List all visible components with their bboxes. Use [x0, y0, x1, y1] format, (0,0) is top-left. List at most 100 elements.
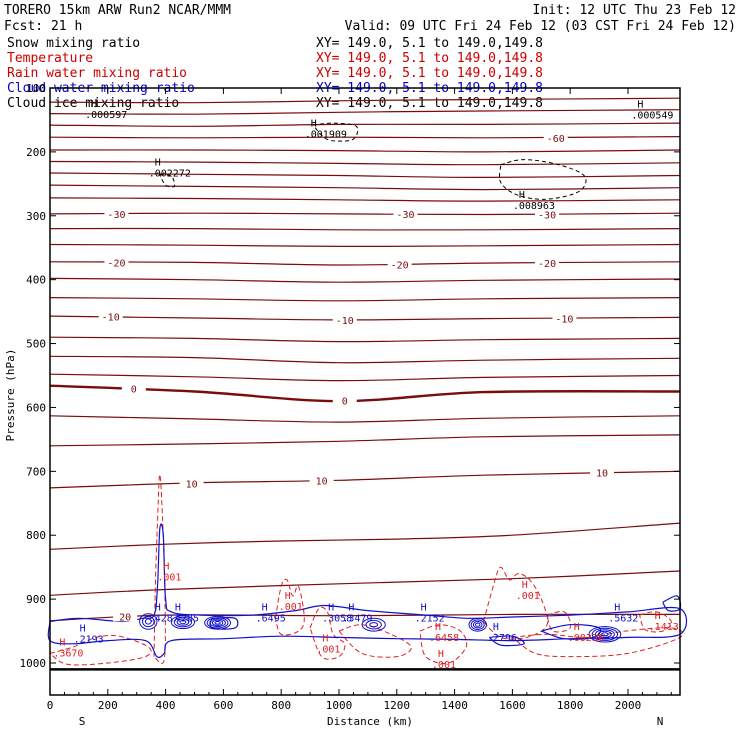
maximum-marker: H [155, 158, 161, 169]
maximum-marker: H [91, 99, 97, 110]
x-tick-label: 1600 [499, 699, 526, 712]
cloud-core-contour [598, 630, 612, 638]
cloud-core-contour [204, 615, 232, 630]
cloud-core-contour [588, 626, 622, 643]
maximum-marker: H [59, 637, 65, 648]
y-tick-label: 1000 [20, 657, 47, 670]
legend-field-range: XY= 149.0, 5.1 to 149.0,149.8 [316, 36, 543, 51]
isotherm-line [49, 570, 681, 596]
y-tick-label: 300 [26, 210, 46, 223]
maximum-value-label: .3479 [342, 613, 372, 624]
isotherm-label: 10 [596, 469, 608, 480]
rain-contour [274, 578, 305, 636]
isotherm-line [49, 297, 681, 302]
isotherm-line [49, 184, 681, 191]
isotherm-label-bg [535, 207, 560, 220]
isotherm-line [49, 315, 681, 321]
isotherm-label: -20 [107, 258, 125, 269]
x-tick-label: 200 [98, 699, 118, 712]
isotherm-line [49, 373, 681, 382]
isotherm-line [49, 97, 681, 104]
rain-contour [512, 627, 684, 658]
maximum-value-label: .5632 [608, 613, 638, 624]
isotherm-line [49, 470, 681, 489]
cloud-core-contour [170, 615, 195, 629]
maximum-marker: H [574, 622, 580, 633]
maximum-marker: H [421, 602, 427, 613]
x-tick-label: 2000 [615, 699, 642, 712]
rain-contour [639, 611, 672, 633]
maximum-value-label: .3670 [53, 648, 83, 659]
cloud-contour [209, 616, 239, 630]
isotherm-line [49, 415, 681, 423]
maximum-marker: H [614, 602, 620, 613]
x-endpoint-left: S [79, 715, 86, 728]
isotherm-label: -30 [396, 210, 414, 221]
maximum-value-label: .2796 [487, 633, 517, 644]
maximum-marker: H [438, 649, 444, 660]
y-tick-label: 100 [26, 82, 46, 95]
maximum-marker: H [522, 580, 528, 591]
isotherm-label: -10 [336, 316, 354, 327]
cloud-core-contour [475, 622, 481, 627]
y-tick-label: 600 [26, 401, 46, 414]
maximum-value-label: .4285 [169, 613, 199, 624]
cloud-core-contour [206, 617, 229, 629]
isotherm-label-bg [104, 206, 129, 219]
cloud-core-contour [361, 617, 386, 632]
maximum-value-label: .001 [432, 660, 456, 671]
maximum-value-label: .001 [316, 645, 340, 656]
isotherm-label-bg [98, 309, 123, 322]
maximum-value-label: .002272 [149, 169, 191, 180]
rain-contour [419, 624, 468, 664]
maximum-value-label: .08236 [568, 633, 604, 644]
cloud-core-contour [214, 621, 221, 625]
y-axis-title: Pressure (hPa) [4, 349, 17, 442]
cloud-core-contour [173, 616, 193, 628]
isotherm-line [49, 434, 681, 447]
model-title: TORERO 15km ARW Run2 NCAR/MMM [4, 3, 231, 18]
maximum-marker: H [262, 602, 268, 613]
cloud-core-contour [591, 627, 619, 641]
isotherm-line [49, 243, 681, 248]
maximum-value-label: .001 [279, 602, 303, 613]
isotherm-line [49, 522, 681, 550]
isotherm-label-bg [121, 381, 146, 394]
isotherm-label-bg [589, 465, 614, 478]
maximum-marker: H [637, 99, 643, 110]
contour-labels: -60 -30 -30 -30 -20 -20 -20 -10 -10 -10 0 0 10 10 10 20… [53, 99, 678, 671]
isotherm-label-bg [543, 130, 568, 143]
cloud-core-contour [144, 618, 152, 625]
x-endpoint-right: N [657, 715, 664, 728]
isotherm-label: -30 [107, 210, 125, 221]
legend-field-name: Rain water mixing ratio [7, 66, 187, 81]
cloud-core-contour [176, 618, 190, 626]
cloud-core-contour [139, 613, 158, 630]
x-tick-label: 0 [47, 699, 54, 712]
x-tick-label: 400 [156, 699, 176, 712]
cloud-water-contours [47, 523, 688, 658]
x-tick-label: 800 [271, 699, 291, 712]
rain-contour [153, 473, 166, 664]
x-tick-label: 600 [213, 699, 233, 712]
cloud-core-contour [209, 618, 226, 628]
maximum-value-label: .000549 [631, 110, 673, 121]
legend-field-range: XY= 149.0, 5.1 to 149.0,149.8 [316, 51, 543, 66]
isotherm-label-bg [387, 257, 412, 270]
y-tick-label: 500 [26, 338, 46, 351]
x-tick-label: 1400 [441, 699, 468, 712]
maximum-marker: H [311, 119, 317, 130]
maximum-value-label: .6495 [256, 613, 286, 624]
isotherm-label-bg [332, 393, 357, 406]
cloud-contour [488, 635, 525, 647]
plot-area: -60 -30 -30 -30 -20 -20 -20 -10 -10 -10 0 0 10 10 10 20… [20, 82, 688, 712]
isotherm-label-bg [332, 312, 357, 325]
legend-field-name: Snow mixing ratio [7, 36, 140, 51]
isotherm-label-bg [113, 609, 138, 622]
snow-contour [499, 159, 587, 200]
maximum-value-label: .3058 [322, 613, 352, 624]
maximum-marker: H [328, 602, 334, 613]
legend-field-range: XY= 149.0, 5.1 to 149.0,149.8 [316, 96, 543, 111]
cloud-core-contour [142, 615, 155, 628]
